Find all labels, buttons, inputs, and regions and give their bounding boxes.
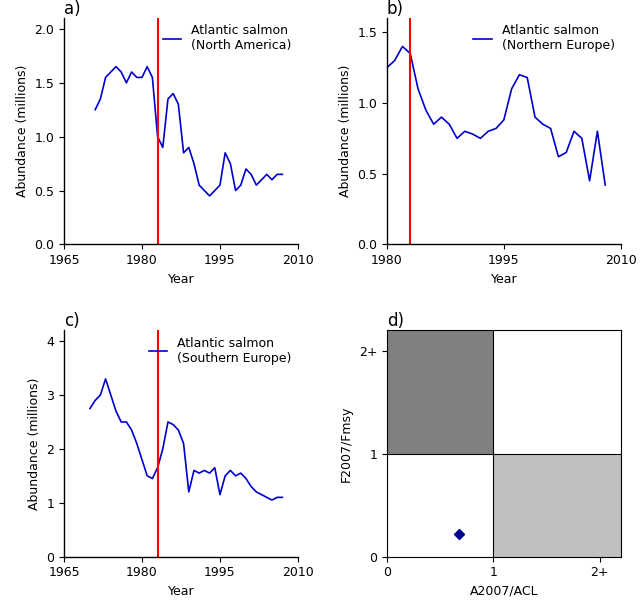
X-axis label: Year: Year <box>168 585 195 598</box>
Text: c): c) <box>64 312 79 330</box>
Legend: Atlantic salmon
(Southern Europe): Atlantic salmon (Southern Europe) <box>148 336 292 365</box>
Text: a): a) <box>64 0 81 18</box>
X-axis label: Year: Year <box>490 273 517 286</box>
Y-axis label: Abundance (millions): Abundance (millions) <box>16 65 29 197</box>
Bar <box>387 330 493 454</box>
Y-axis label: Abundance (millions): Abundance (millions) <box>339 65 351 197</box>
Bar <box>493 454 621 557</box>
Bar <box>387 454 493 557</box>
Y-axis label: Abundance (millions): Abundance (millions) <box>28 378 41 509</box>
Text: b): b) <box>387 0 404 18</box>
X-axis label: Year: Year <box>168 273 195 286</box>
Text: d): d) <box>387 312 404 330</box>
Bar <box>493 330 621 454</box>
X-axis label: A2007/ACL: A2007/ACL <box>470 585 538 598</box>
Y-axis label: F2007/Fmsy: F2007/Fmsy <box>340 405 353 482</box>
Legend: Atlantic salmon
(North America): Atlantic salmon (North America) <box>163 24 292 53</box>
Legend: Atlantic salmon
(Northern Europe): Atlantic salmon (Northern Europe) <box>473 24 614 53</box>
